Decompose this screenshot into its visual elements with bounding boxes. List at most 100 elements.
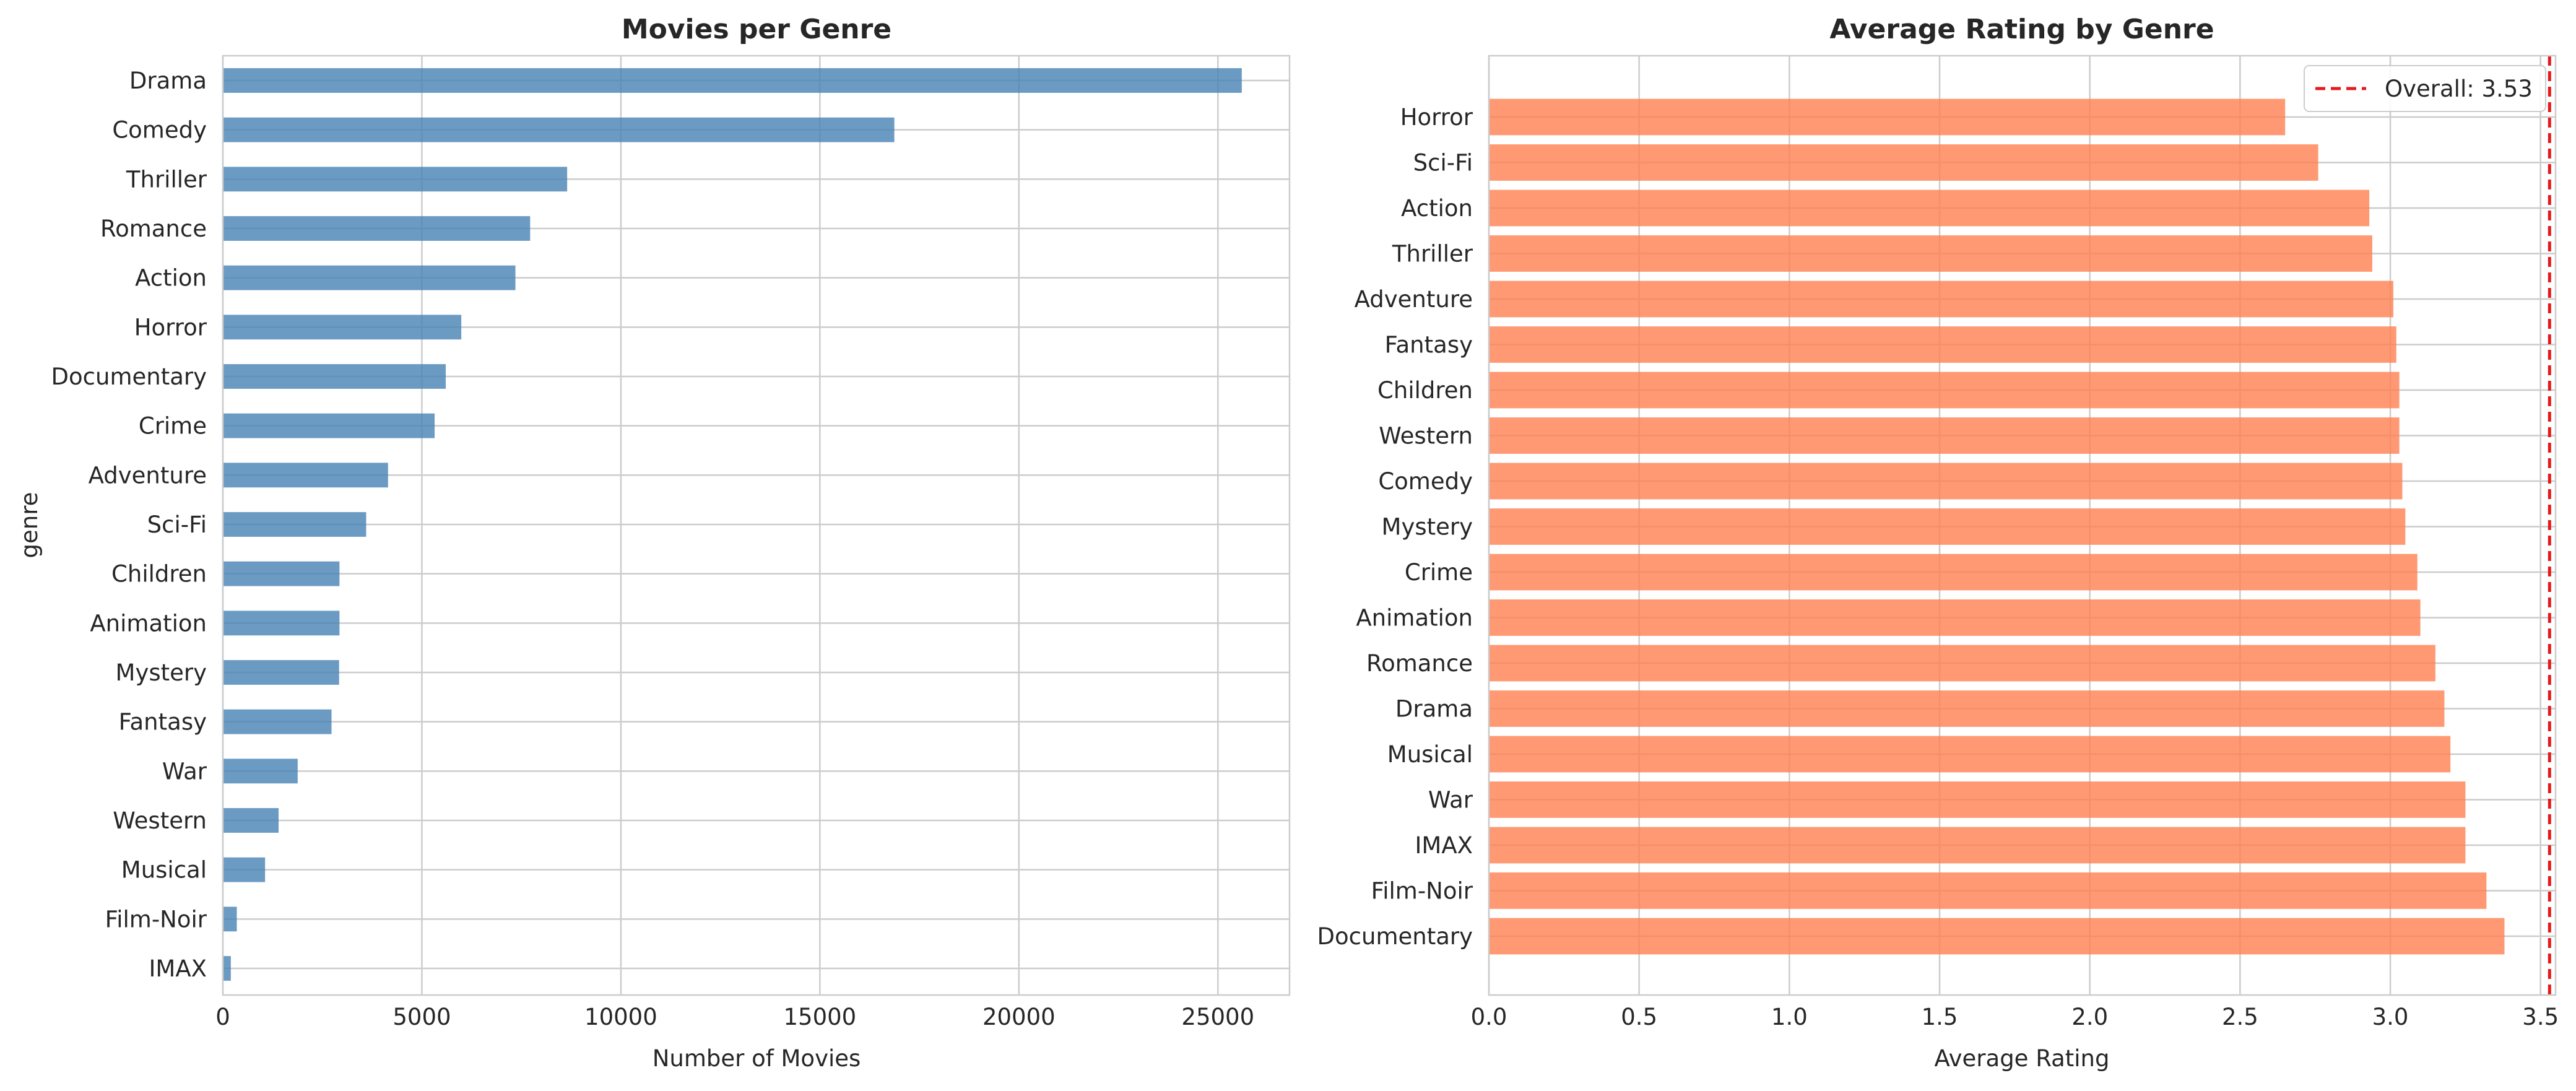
chart-title: Average Rating by Genre xyxy=(1829,14,2214,45)
chart-title: Movies per Genre xyxy=(622,14,891,45)
bar-thriller xyxy=(223,167,568,192)
category-label: Comedy xyxy=(112,117,207,144)
bar-animation xyxy=(1489,599,2421,636)
category-label: Crime xyxy=(1405,559,1473,586)
category-label: IMAX xyxy=(1415,832,1473,859)
bar-drama xyxy=(1489,690,2445,727)
category-label: War xyxy=(162,758,207,785)
category-label: Horror xyxy=(1400,104,1473,131)
bar-drama xyxy=(223,68,1242,93)
category-label: Drama xyxy=(129,67,207,94)
category-label: Crime xyxy=(139,413,207,440)
category-label: Drama xyxy=(1395,696,1473,723)
bar-crime xyxy=(1489,554,2418,591)
bar-horror xyxy=(223,315,462,340)
category-label: Action xyxy=(1401,195,1473,222)
category-label: Musical xyxy=(1387,741,1473,768)
bar-fantasy xyxy=(1489,326,2396,363)
bar-children xyxy=(223,561,340,586)
x-tick-labels: 0.0 0.5 1.0 1.5 2.0 2.5 3.0 3.5 xyxy=(1471,1004,2559,1030)
bar-action xyxy=(1489,189,2370,227)
y-tick-labels: Horror Sci-Fi Action Thriller Adventure Fanta… xyxy=(1317,104,1473,950)
category-label: Film-Noir xyxy=(1371,878,1473,905)
category-label: Action xyxy=(135,265,207,292)
category-label: Film-Noir xyxy=(105,906,207,932)
bars xyxy=(223,68,1242,981)
bar-sci-fi xyxy=(1489,144,2318,181)
category-label: Adventure xyxy=(1355,286,1473,313)
category-label: Documentary xyxy=(51,363,207,390)
bar-documentary xyxy=(1489,918,2505,955)
bar-mystery xyxy=(1489,508,2406,545)
plot-frame xyxy=(1488,54,2557,996)
category-label: Animation xyxy=(1356,605,1473,632)
x-tick-label: 3.5 xyxy=(2522,1004,2559,1030)
bar-imax xyxy=(223,956,231,981)
bar-documentary xyxy=(223,364,446,389)
bar-adventure xyxy=(1489,280,2393,318)
x-tick-label: 2.5 xyxy=(2222,1004,2258,1030)
bar-film-noir xyxy=(1489,872,2487,909)
bar-mystery xyxy=(223,660,339,685)
bar-romance xyxy=(223,216,531,241)
bar-children xyxy=(1489,372,2400,409)
category-label: Horror xyxy=(134,314,207,341)
bar-film-noir xyxy=(223,906,237,932)
movies-per-genre-chart: Movies per Genre Drama Comedy Thriller Roma… xyxy=(16,14,1291,1072)
bar-fantasy xyxy=(223,709,332,734)
bar-adventure xyxy=(223,463,388,488)
legend-label: Overall: 3.53 xyxy=(2385,76,2533,102)
bar-war xyxy=(1489,781,2466,818)
x-tick-label: 15000 xyxy=(784,1004,857,1030)
category-label: Fantasy xyxy=(119,709,207,736)
category-label: Documentary xyxy=(1317,923,1473,950)
category-label: Romance xyxy=(100,215,207,242)
bar-imax xyxy=(1489,827,2466,864)
x-tick-label: 0.5 xyxy=(1621,1004,1657,1030)
bar-comedy xyxy=(1489,463,2403,500)
bar-action xyxy=(223,265,516,290)
legend: Overall: 3.53 xyxy=(2304,65,2546,112)
average-rating-chart: Average Rating by Genre Horror Sci-Fi Acti… xyxy=(1317,14,2559,1072)
bar-sci-fi xyxy=(223,512,366,537)
bars xyxy=(1489,98,2505,955)
x-tick-label: 0 xyxy=(215,1004,230,1030)
bar-comedy xyxy=(223,117,895,142)
category-label: Thriller xyxy=(1392,241,1473,267)
x-tick-label: 1.5 xyxy=(1922,1004,1958,1030)
x-tick-label: 25000 xyxy=(1181,1004,1254,1030)
category-label: Musical xyxy=(121,857,207,884)
bar-crime xyxy=(223,413,435,438)
bar-horror xyxy=(1489,98,2286,136)
x-tick-label: 5000 xyxy=(392,1004,451,1030)
bar-romance xyxy=(1489,645,2435,682)
x-tick-label: 2.0 xyxy=(2071,1004,2108,1030)
bar-western xyxy=(1489,417,2400,454)
category-label: Thriller xyxy=(126,166,207,193)
x-tick-label: 1.0 xyxy=(1771,1004,1808,1030)
y-tick-labels: Drama Comedy Thriller Romance Action Horror Do… xyxy=(51,67,207,982)
bar-western xyxy=(223,808,279,833)
category-label: Romance xyxy=(1366,650,1473,677)
bar-musical xyxy=(223,857,266,882)
x-tick-label: 0.0 xyxy=(1471,1004,1507,1030)
bar-musical xyxy=(1489,736,2451,773)
category-label: Children xyxy=(111,561,207,588)
x-axis-label: Number of Movies xyxy=(653,1045,861,1072)
category-label: Sci-Fi xyxy=(147,511,207,538)
grid xyxy=(222,56,1290,995)
category-label: Sci-Fi xyxy=(1413,150,1473,176)
x-tick-label: 3.0 xyxy=(2372,1004,2409,1030)
category-label: Adventure xyxy=(89,462,207,489)
bar-animation xyxy=(223,611,340,636)
category-label: Mystery xyxy=(116,659,207,686)
x-tick-labels: 0 5000 10000 15000 20000 25000 xyxy=(215,1004,1254,1030)
category-label: Animation xyxy=(90,610,207,637)
category-label: War xyxy=(1428,787,1473,814)
category-label: Western xyxy=(113,807,207,834)
category-label: Comedy xyxy=(1378,468,1473,495)
plot-area xyxy=(223,56,1290,995)
x-tick-label: 10000 xyxy=(584,1004,657,1030)
category-label: Mystery xyxy=(1382,514,1473,541)
